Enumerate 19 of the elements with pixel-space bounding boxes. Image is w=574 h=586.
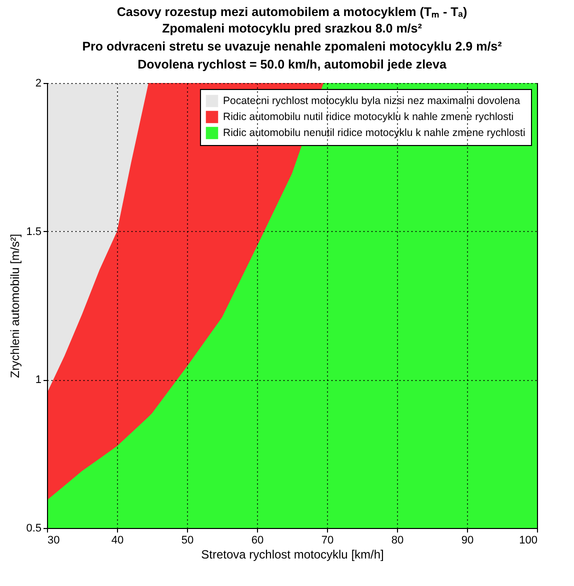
y-tick-label: 0.5 xyxy=(26,522,42,534)
legend-label: Ridic automobilu nutil ridice motocyklu k nahle zmene rychlosti xyxy=(223,111,514,123)
y-tick-label: 1 xyxy=(35,374,42,386)
legend-label: Pocatecni rychlost motocyklu byla nizsi nez maximalni dovolena xyxy=(223,95,520,107)
y-tick-label: 2 xyxy=(35,78,42,90)
x-tick-label: 60 xyxy=(251,534,264,546)
x-tick-label: 30 xyxy=(48,534,60,546)
chart-title: Casovy rozestup mezi automobilem a motocyklem (Tₘ - Tₐ) xyxy=(116,5,468,19)
x-tick-label: 40 xyxy=(111,534,124,546)
x-tick-label: 80 xyxy=(391,534,404,546)
x-tick-label: 50 xyxy=(181,534,194,546)
legend-label: Ridic automobilu nenutil ridice motocyklu k nahle zmene rychlosti xyxy=(223,127,526,139)
x-axis-title: Stretova rychlost motocyklu [km/h] xyxy=(201,548,384,562)
x-tick-label: 70 xyxy=(321,534,334,546)
y-axis-title: Zrychleni automobilu [m/s²] xyxy=(8,234,22,378)
x-tick-label: 90 xyxy=(461,534,474,546)
y-tick-label: 1.5 xyxy=(26,226,42,238)
chart-subtitle: Zpomaleni motocyklu pred srazkou 8.0 m/s² Pro odvraceni stretu se uvazuje nenahle zpomaleni motocyklu 2.9 m/s² Dovolena rychlost = 50.0 km/h, automobil jede zleva xyxy=(82,22,502,72)
x-tick-label: 100 xyxy=(519,534,538,546)
